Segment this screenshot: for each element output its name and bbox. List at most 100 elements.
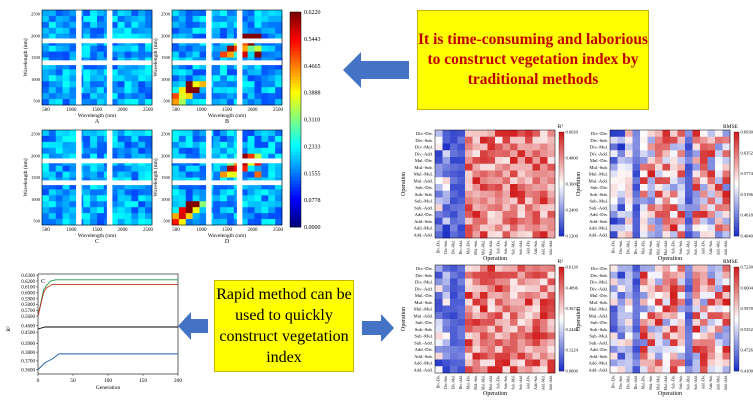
heatmap-cell — [723, 198, 731, 205]
heatmap-row-label: Mul.-Sub. — [414, 165, 433, 170]
heatmap-cell — [518, 360, 526, 367]
matrix-cell — [193, 195, 200, 201]
heatmap-colorbar-segment — [734, 298, 739, 301]
heatmap-cell — [518, 225, 526, 232]
colorbar-tick-label: 0.3888 — [304, 91, 321, 97]
heatmap-cell — [693, 144, 701, 151]
matrix-cell — [172, 16, 179, 22]
matrix-cell — [200, 219, 207, 225]
heatmap-cell — [548, 211, 556, 218]
colorbar-tick-label: 0.6220 — [304, 10, 321, 16]
heatmap-cell — [465, 312, 473, 319]
heatmap-cell — [480, 231, 488, 238]
heatmap-row-label: Mul.-Mul. — [589, 172, 608, 177]
heatmap-colorbar-segment — [559, 296, 564, 299]
heatmap-cell — [540, 211, 548, 218]
y-axis-label: R² — [6, 326, 12, 332]
heatmap-cell — [715, 319, 723, 326]
heatmap-cell — [670, 360, 678, 367]
heatmap-cell — [458, 346, 466, 353]
heatmap-cell — [518, 191, 526, 198]
colorbar-segment — [290, 216, 301, 220]
heatmap-ylabel: Operation — [576, 172, 582, 196]
matrix-cell — [118, 46, 125, 52]
heatmap-cell — [533, 198, 541, 205]
heatmap-cell — [618, 157, 626, 164]
heatmap-row-label: Sub.-Div. — [590, 320, 608, 325]
matrix-cell — [49, 189, 56, 195]
matrix-cell — [248, 16, 255, 22]
heatmap-cell — [663, 211, 671, 218]
heatmap-colorbar-segment — [734, 290, 739, 293]
heatmap-cell — [708, 265, 716, 272]
heatmap-cell — [678, 218, 686, 225]
heatmap-cell — [648, 265, 656, 272]
heatmap-row-label: Sub.-Mul. — [414, 199, 433, 204]
heatmap-cell — [473, 191, 481, 198]
matrix-cell — [49, 81, 56, 87]
matrix-cell — [70, 52, 77, 58]
heatmap-cell — [495, 306, 503, 313]
heatmap-cell — [610, 339, 618, 346]
matrix-cell — [83, 130, 90, 136]
matrix-cell — [42, 75, 49, 81]
heatmap-row-label: Div.-Sub. — [590, 273, 608, 278]
heatmap-cell — [503, 366, 511, 373]
heatmap-cell — [625, 265, 633, 272]
matrix-cell — [193, 148, 200, 154]
matrix-cell — [261, 46, 268, 52]
colorbar-segment — [290, 77, 301, 81]
matrix-gap-band — [42, 39, 152, 44]
heatmap-cell — [548, 360, 556, 367]
heatmap-cell — [700, 198, 708, 205]
heatmap-cell — [533, 346, 541, 353]
heatmap-col-label: Mul.-Sub. — [649, 375, 653, 390]
heatmap-col-label: Mul.-Div. — [642, 240, 646, 254]
heatmap-colorbar-segment — [734, 275, 739, 278]
matrix-cell — [63, 219, 70, 225]
heatmap-row-label: Add.-Mul. — [414, 361, 433, 366]
matrix-cell — [138, 46, 145, 52]
heatmap-colorbar-segment — [734, 226, 739, 229]
heatmap-cell — [465, 326, 473, 333]
heatmap-cell — [723, 265, 731, 272]
matrix-cell — [70, 75, 77, 81]
matrix-cell — [97, 195, 104, 201]
heatmap-cell — [715, 157, 723, 164]
matrix-cell — [200, 136, 207, 142]
matrix-cell — [255, 87, 262, 93]
heatmap-colorbar-segment — [559, 361, 564, 364]
matrix-gap-band — [206, 10, 212, 105]
heatmap-cell — [700, 225, 708, 232]
heatmap-cell — [648, 198, 656, 205]
matrix-cell — [220, 189, 227, 195]
matrix-cell — [275, 148, 282, 154]
heatmap-cell — [533, 157, 541, 164]
matrix-cell — [275, 189, 282, 195]
heatmap-cell — [625, 164, 633, 171]
matrix-cell — [56, 52, 63, 58]
matrix-y-tick: 500 — [163, 99, 171, 104]
heatmap-cell — [548, 150, 556, 157]
heatmap-cell — [633, 279, 641, 286]
matrix-cell — [125, 142, 132, 148]
matrix-cell — [138, 207, 145, 213]
heatmap-cell — [518, 164, 526, 171]
heatmap-cell — [633, 285, 641, 292]
matrix-cell — [118, 75, 125, 81]
matrix-cell — [220, 166, 227, 172]
matrix-cell — [220, 81, 227, 87]
matrix-cell — [49, 219, 56, 225]
heatmap-row-label: Div.-Add. — [415, 286, 433, 291]
heatmap-colorbar-segment — [559, 213, 564, 216]
heatmap-colorbar-segment — [559, 280, 564, 283]
matrix-cell — [200, 130, 207, 136]
matrix-cell — [97, 130, 104, 136]
heatmap-cell — [518, 144, 526, 151]
matrix-y-tick: 2500 — [161, 12, 171, 17]
colorbar-tick-label: 0.2333 — [304, 144, 321, 150]
heatmap-cell — [723, 326, 731, 333]
heatmap-cell — [510, 211, 518, 218]
matrix-cell — [138, 142, 145, 148]
heatmap-cell — [633, 157, 641, 164]
